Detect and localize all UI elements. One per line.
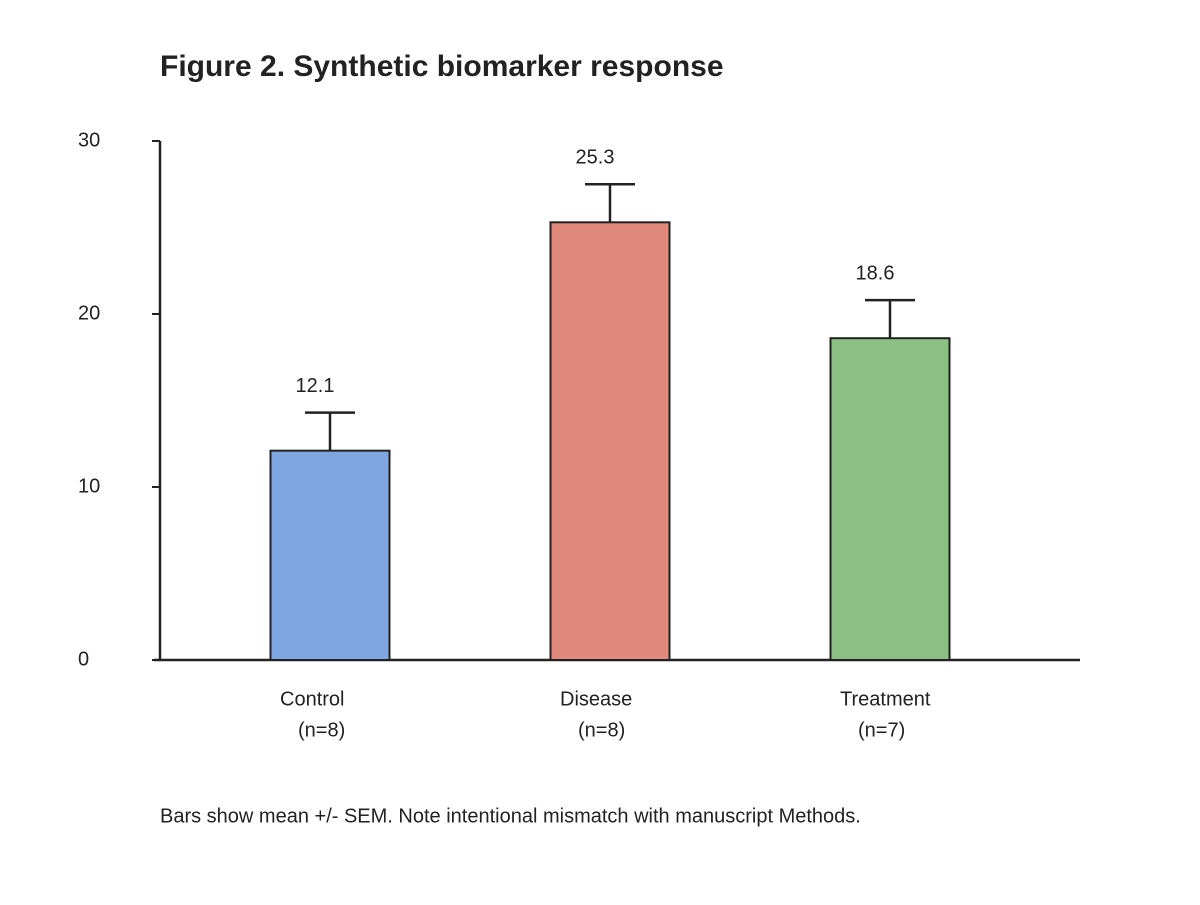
footnote: Bars show mean +/- SEM. Note intentional… [160,805,861,827]
bar [829,337,951,661]
y-tick-label: 30 [78,129,100,151]
y-tick-label: 10 [78,475,100,497]
value-label: 12.1 [296,375,335,397]
group-size: (n=8) [298,719,345,741]
value-label: 18.6 [856,262,895,284]
x-tick-label: Treatment [840,688,931,710]
x-tick-label: Disease [560,688,632,710]
group-size: (n=7) [858,719,905,741]
bar [269,449,391,662]
chart-title: Figure 2. Synthetic biomarker response [160,50,724,83]
value-label: 25.3 [576,147,615,169]
y-tick-label: 20 [78,302,100,324]
x-tick-label: Control [280,688,344,710]
group-size: (n=8) [578,719,625,741]
bar [549,221,671,661]
y-tick-label: 0 [78,648,89,670]
